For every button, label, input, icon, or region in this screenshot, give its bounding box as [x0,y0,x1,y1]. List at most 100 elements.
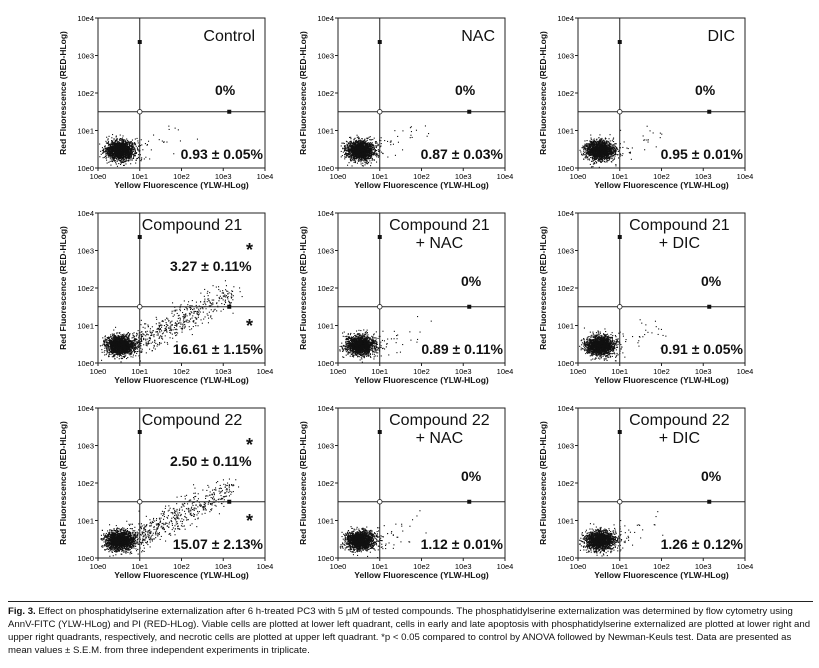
event-dot [112,144,114,146]
event-dot [607,160,609,162]
event-dot [350,136,352,138]
event-dot [116,156,118,158]
event-dot [372,144,374,146]
gate-handle-top [137,40,142,44]
event-dot [609,151,611,153]
event-dot [131,154,133,156]
event-dot [358,140,360,142]
event-dot [129,159,131,161]
event-dot [612,151,614,153]
event-dot [594,152,596,154]
event-dot [371,154,373,156]
event-dot [376,154,378,156]
event-dot [110,152,112,154]
event-dot [369,150,371,152]
y-tick-label: 10e3 [317,52,334,61]
event-dot [358,155,360,157]
event-dot [353,150,355,152]
event-dot [120,163,122,165]
event-dot [117,150,119,152]
event-dot [369,139,371,141]
event-dot [134,151,136,153]
event-dot [125,152,127,154]
event-dot [345,156,347,158]
event-dot [122,142,124,144]
event-dot [126,151,128,153]
event-dot [371,158,373,160]
event-dot [127,147,129,149]
event-dot [118,144,120,146]
event-dot [596,154,598,156]
event-dot [108,147,110,149]
event-dot [121,152,123,154]
event-dot [608,141,610,143]
event-dot [375,145,377,147]
event-dot [123,156,125,158]
event-dot [589,154,591,156]
event-dot [589,159,591,161]
event-dot [613,146,615,148]
event-dot [128,144,130,146]
event-dot [362,149,364,151]
event-dot [102,150,104,152]
event-dot [105,148,107,150]
event-dot [124,150,126,152]
event-dot [392,143,394,145]
event-dots [340,125,430,167]
event-dot [610,156,612,158]
event-dot [590,147,592,149]
event-dot [356,141,358,143]
event-dot [362,144,364,146]
event-dot [359,158,361,160]
event-dot [127,139,129,141]
event-dot [601,143,603,145]
event-dot [144,143,146,145]
event-dot [131,147,133,149]
event-dot [352,157,354,159]
event-dot [350,152,352,154]
event-dot [362,153,364,155]
event-dot [125,149,127,151]
event-dot [603,144,605,146]
event-dot [367,144,369,146]
event-dot [122,139,124,141]
event-dot [122,151,124,153]
event-dot [371,156,373,158]
event-dot [608,159,610,161]
event-dot [346,145,348,147]
panel-title: NAC [461,28,495,45]
event-dot [346,153,348,155]
event-dot [358,147,360,149]
event-dot [374,150,376,152]
event-dot [608,144,610,146]
event-dot [609,134,611,136]
event-dot [131,139,133,141]
event-dot [343,145,345,147]
event-dot [347,153,349,155]
event-dot [353,146,355,148]
event-dot [601,141,603,143]
event-dot [130,145,132,147]
event-dot [611,147,613,149]
event-dot [360,161,362,163]
event-dot [590,151,592,153]
event-dot [588,152,590,154]
event-dot [106,151,108,153]
event-dot [372,159,374,161]
event-dot [592,160,594,162]
event-dot [114,148,116,150]
event-dot [606,159,608,161]
event-dot [597,156,599,158]
event-dot [387,140,389,142]
event-dot [611,154,613,156]
event-dot [592,144,594,146]
x-tick-label: 10e2 [413,172,430,181]
event-dot [359,150,361,152]
event-dot [108,155,110,157]
event-dot [581,154,583,156]
event-dot [585,149,587,151]
event-dot [368,148,370,150]
lower-right-quadrant-value: 0.93 ± 0.05% [180,146,263,162]
event-dot [122,135,124,137]
event-dot [615,148,617,150]
